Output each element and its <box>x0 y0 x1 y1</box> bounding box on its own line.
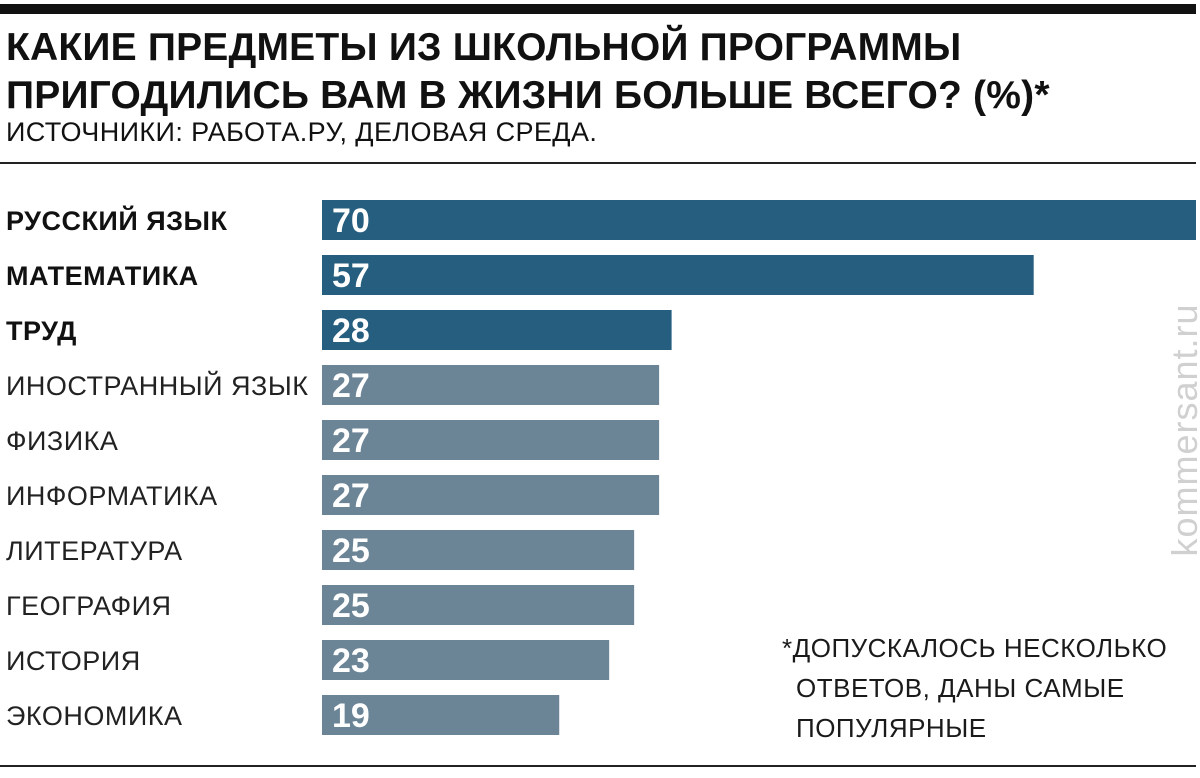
bar <box>322 255 1034 295</box>
bar <box>322 475 660 515</box>
footnote-line-1: *ДОПУСКАЛОСЬ НЕСКОЛЬКО <box>782 633 1168 663</box>
category-label: ИСТОРИЯ <box>6 646 141 676</box>
category-label: ТРУД <box>6 316 77 346</box>
value-label: 27 <box>332 422 370 460</box>
category-label: ИНОСТРАННЫЙ ЯЗЫК <box>6 370 308 401</box>
category-label: РУССКИЙ ЯЗЫК <box>6 205 227 236</box>
bar <box>322 310 672 350</box>
category-label: ЭКОНОМИКА <box>6 701 182 731</box>
value-label: 28 <box>332 312 370 350</box>
value-label: 57 <box>332 257 370 295</box>
bar <box>322 200 1196 240</box>
value-label: 19 <box>332 697 370 735</box>
value-label: 70 <box>332 202 370 240</box>
chart-source: ИСТОЧНИКИ: РАБОТА.РУ, ДЕЛОВАЯ СРЕДА. <box>6 117 598 147</box>
footnote-line-3: ПОПУЛЯРНЫЕ <box>796 713 987 743</box>
bar-chart: РУССКИЙ ЯЗЫК 70 МАТЕМАТИКА 57 ТРУД 28 ИНОСТРАН… <box>6 200 1196 735</box>
value-label: 23 <box>332 642 370 680</box>
footnote: *ДОПУСКАЛОСЬ НЕСКОЛЬКО ОТВЕТОВ, ДАНЫ САМ… <box>782 628 1200 748</box>
bar <box>322 420 660 460</box>
top-rule <box>0 4 1196 14</box>
chart-title: КАКИЕ ПРЕДМЕТЫ ИЗ ШКОЛЬНОЙ ПРОГРАММЫ ПРИ… <box>6 26 1050 117</box>
value-label: 27 <box>332 367 370 405</box>
watermark: kommersant.ru <box>1164 303 1200 557</box>
divider-rule <box>0 162 1196 164</box>
category-label: ГЕОГРАФИЯ <box>6 591 172 621</box>
category-label: ЛИТЕРАТУРА <box>6 536 183 566</box>
category-label: МАТЕМАТИКА <box>6 261 199 291</box>
footnote-line-2: ОТВЕТОВ, ДАНЫ САМЫЕ <box>796 673 1125 703</box>
bar <box>322 695 560 735</box>
bar <box>322 365 660 405</box>
bar <box>322 530 635 570</box>
bottom-rule <box>0 765 1196 767</box>
bar <box>322 585 635 625</box>
category-label: ФИЗИКА <box>6 426 118 456</box>
value-label: 25 <box>332 532 370 570</box>
value-label: 27 <box>332 477 370 515</box>
bar <box>322 640 610 680</box>
category-label: ИНФОРМАТИКА <box>6 481 218 511</box>
value-label: 25 <box>332 587 370 625</box>
